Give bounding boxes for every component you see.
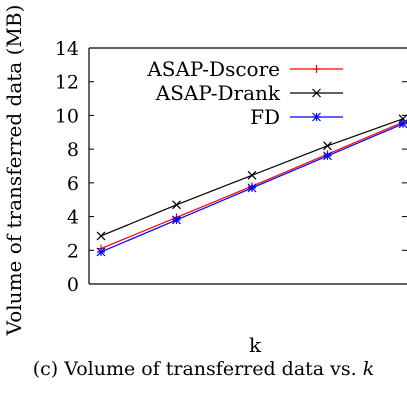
legend-label: FD bbox=[250, 105, 280, 129]
y-tick-label: 2 bbox=[67, 240, 79, 262]
legend-label: ASAP-Dscore bbox=[146, 57, 280, 81]
data-point bbox=[172, 215, 181, 225]
y-tick-label: 8 bbox=[67, 139, 79, 161]
y-tick-label: 14 bbox=[55, 38, 79, 60]
y-axis-label: Volume of transferred data (MB) bbox=[2, 5, 26, 337]
y-tick-label: 12 bbox=[55, 72, 79, 94]
y-tick-label: 6 bbox=[67, 173, 79, 195]
legend-label: ASAP-Drank bbox=[155, 81, 281, 105]
y-tick-label: 4 bbox=[67, 207, 79, 229]
data-point bbox=[247, 170, 257, 180]
y-tick-label: 10 bbox=[55, 105, 79, 127]
plot-area: 0 2 4 6 8 10 12 14 bbox=[55, 38, 407, 296]
y-tick-label: 0 bbox=[67, 274, 79, 296]
caption-variable: k bbox=[362, 358, 375, 380]
data-point bbox=[323, 141, 332, 151]
series-line-1 bbox=[100, 118, 404, 237]
data-point bbox=[398, 119, 407, 129]
caption-text: (c) Volume of transferred data vs. bbox=[32, 358, 363, 380]
data-point bbox=[96, 231, 106, 241]
data-point bbox=[247, 183, 257, 193]
x-axis-label: k bbox=[249, 333, 262, 357]
figure-caption: (c) Volume of transferred data vs. k bbox=[0, 358, 407, 380]
legend-marker bbox=[312, 112, 321, 122]
data-point bbox=[323, 151, 332, 161]
data-point bbox=[172, 200, 181, 210]
legend-marker bbox=[312, 88, 321, 98]
legend-marker bbox=[312, 65, 321, 73]
data-point bbox=[96, 247, 106, 257]
